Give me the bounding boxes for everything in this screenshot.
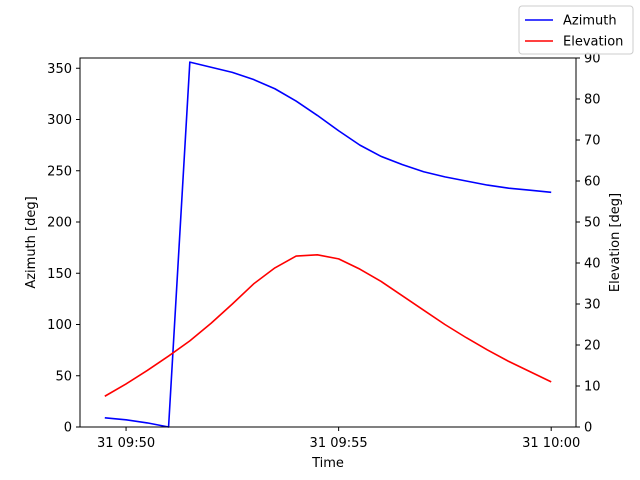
y-right-tick-label: 40 (584, 257, 601, 272)
y-left-tick-label: 150 (47, 267, 72, 282)
x-tick-label: 31 09:55 (310, 436, 368, 451)
y-axis-right-title: Elevation [deg] (608, 193, 623, 292)
y-axis-left-title: Azimuth [deg] (24, 196, 39, 288)
y-left-tick-label: 300 (47, 113, 72, 128)
legend-label-elevation: Elevation (563, 35, 623, 50)
y-right-tick-label: 90 (584, 52, 601, 67)
y-left-tick-label: 100 (47, 318, 72, 333)
y-left-tick-label: 200 (47, 216, 72, 231)
y-right-tick-label: 30 (584, 298, 601, 313)
legend: Azimuth Elevation (518, 5, 634, 55)
y-right-tick-label: 60 (584, 175, 601, 190)
series-line-azimuth (104, 61, 552, 428)
x-tick-label: 31 10:00 (522, 436, 580, 451)
y-right-tick-label: 80 (584, 93, 601, 108)
y-left-tick-label: 350 (47, 62, 72, 77)
y-right-tick-label: 50 (584, 216, 601, 231)
series-line-elevation (104, 254, 552, 397)
y-right-tick-label: 20 (584, 339, 601, 354)
y-left-tick-label: 250 (47, 164, 72, 179)
y-left-tick-label: 50 (55, 369, 72, 384)
series-layer (104, 61, 552, 428)
legend-label-azimuth: Azimuth (563, 14, 617, 29)
x-axis-title: Time (311, 456, 344, 471)
x-tick-label: 31 09:50 (97, 436, 155, 451)
y-right-tick-label: 0 (584, 421, 592, 436)
y-right-tick-label: 70 (584, 134, 601, 149)
axes-layer: 31 09:50 31 09:55 31 10:000501001502002503… (47, 52, 600, 452)
plot-frame (79, 57, 577, 428)
y-right-tick-label: 10 (584, 380, 601, 395)
y-left-tick-label: 0 (64, 421, 72, 436)
legend-box (518, 5, 634, 55)
